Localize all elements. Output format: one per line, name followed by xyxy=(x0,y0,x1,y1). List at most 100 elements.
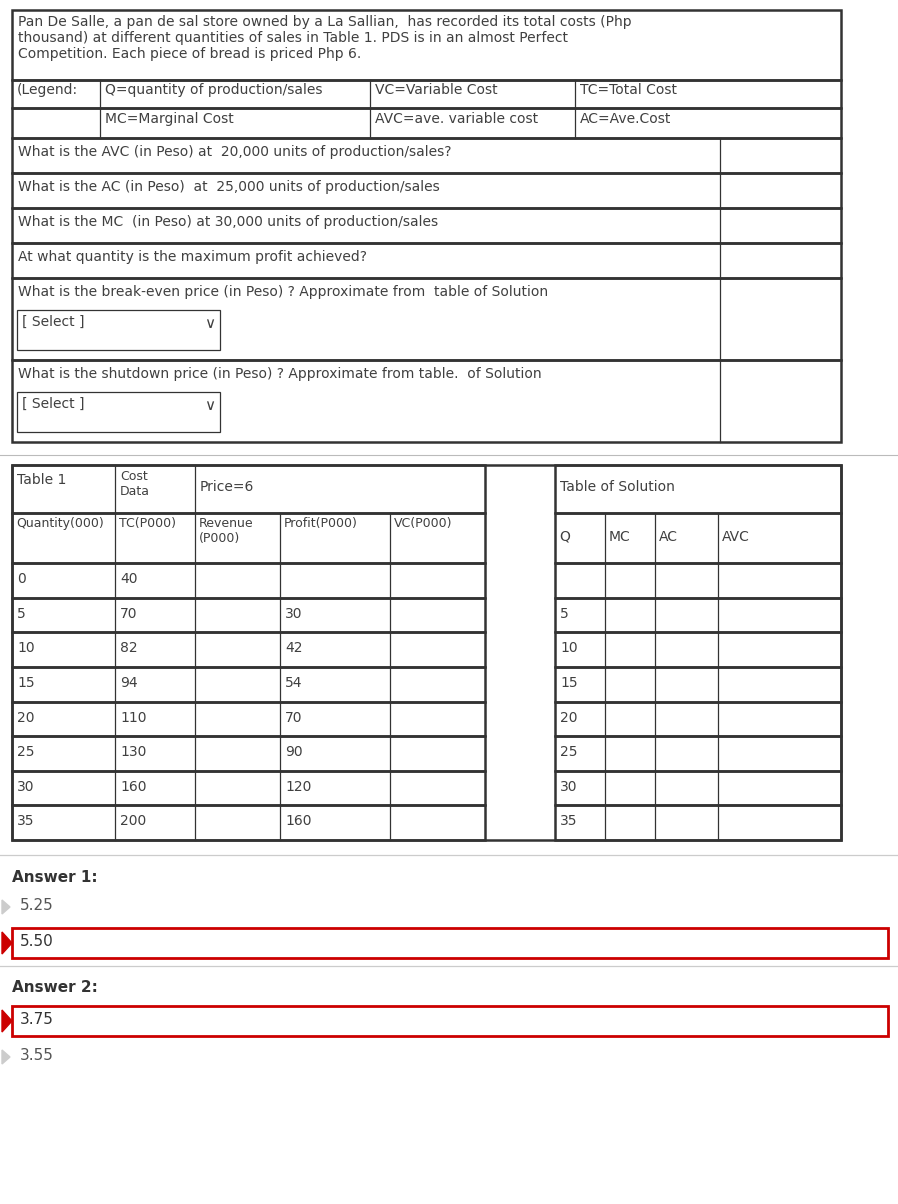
Text: 200: 200 xyxy=(120,814,146,828)
Text: 30: 30 xyxy=(560,780,577,793)
Bar xyxy=(555,513,841,563)
Bar xyxy=(12,702,485,736)
Text: 70: 70 xyxy=(285,710,303,725)
Text: At what quantity is the maximum profit achieved?: At what quantity is the maximum profit a… xyxy=(18,250,367,264)
Text: 35: 35 xyxy=(17,814,34,828)
Bar xyxy=(12,805,485,840)
Bar xyxy=(555,736,841,771)
Text: 30: 30 xyxy=(17,780,34,793)
Bar xyxy=(555,632,841,667)
Bar xyxy=(555,771,841,805)
Bar xyxy=(12,563,485,597)
Text: Answer 1:: Answer 1: xyxy=(12,870,98,885)
Text: Cost
Data: Cost Data xyxy=(120,470,150,498)
Text: ∨: ∨ xyxy=(205,317,216,331)
Text: [ Select ]: [ Select ] xyxy=(22,397,84,411)
Text: MC: MC xyxy=(609,530,630,544)
Text: Table 1: Table 1 xyxy=(17,473,66,486)
Text: 10: 10 xyxy=(17,642,35,655)
Bar xyxy=(12,138,841,173)
Text: AVC: AVC xyxy=(722,530,750,544)
Text: What is the shutdown price (in Peso) ? Approximate from table.  of Solution: What is the shutdown price (in Peso) ? A… xyxy=(18,367,541,380)
Polygon shape xyxy=(2,932,12,954)
Text: Revenue
(P000): Revenue (P000) xyxy=(199,517,253,545)
Bar xyxy=(555,702,841,736)
Text: 20: 20 xyxy=(17,710,34,725)
Text: Q=quantity of production/sales: Q=quantity of production/sales xyxy=(105,83,322,98)
Bar xyxy=(17,393,220,432)
Text: 35: 35 xyxy=(560,814,577,828)
Text: 30: 30 xyxy=(285,607,303,620)
Bar xyxy=(12,208,841,243)
Bar xyxy=(12,597,485,632)
Text: VC(P000): VC(P000) xyxy=(394,517,453,530)
Text: 25: 25 xyxy=(17,745,34,760)
Text: 0: 0 xyxy=(17,572,26,586)
Text: 160: 160 xyxy=(120,780,146,793)
Text: TC=Total Cost: TC=Total Cost xyxy=(580,83,677,98)
Text: 5.25: 5.25 xyxy=(20,898,54,913)
Text: 90: 90 xyxy=(285,745,303,760)
Bar xyxy=(12,513,485,563)
Text: Price=6: Price=6 xyxy=(200,480,254,494)
Bar xyxy=(555,597,841,632)
Text: AVC=ave. variable cost: AVC=ave. variable cost xyxy=(375,112,538,126)
Text: AC: AC xyxy=(659,530,678,544)
Text: 40: 40 xyxy=(120,572,137,586)
Bar xyxy=(555,563,841,597)
Text: 160: 160 xyxy=(285,814,312,828)
Text: AC=Ave.Cost: AC=Ave.Cost xyxy=(580,112,672,126)
Text: 120: 120 xyxy=(285,780,312,793)
Bar xyxy=(12,465,485,513)
Bar xyxy=(12,1007,888,1035)
Bar xyxy=(12,632,485,667)
Text: TC(P000): TC(P000) xyxy=(119,517,176,530)
Bar xyxy=(12,360,841,442)
Text: (Legend:: (Legend: xyxy=(17,83,78,98)
Bar xyxy=(555,667,841,702)
Text: 3.75: 3.75 xyxy=(20,1013,54,1027)
Bar xyxy=(12,243,841,278)
Text: 25: 25 xyxy=(560,745,577,760)
Text: 70: 70 xyxy=(120,607,137,620)
Text: 42: 42 xyxy=(285,642,303,655)
Text: What is the AVC (in Peso) at  20,000 units of production/sales?: What is the AVC (in Peso) at 20,000 unit… xyxy=(18,144,452,159)
Text: 82: 82 xyxy=(120,642,137,655)
Text: What is the break-even price (in Peso) ? Approximate from  table of Solution: What is the break-even price (in Peso) ?… xyxy=(18,285,548,299)
Bar xyxy=(12,465,841,840)
Bar xyxy=(12,173,841,208)
Bar xyxy=(12,108,841,138)
Bar xyxy=(555,805,841,840)
Text: Q: Q xyxy=(559,530,570,544)
Text: 5.50: 5.50 xyxy=(20,934,54,949)
Text: 15: 15 xyxy=(17,675,35,690)
Text: 10: 10 xyxy=(560,642,577,655)
Text: 5: 5 xyxy=(560,607,568,620)
Bar xyxy=(12,928,888,958)
Bar xyxy=(12,79,841,108)
Bar xyxy=(12,10,841,79)
Text: MC=Marginal Cost: MC=Marginal Cost xyxy=(105,112,233,126)
Text: Table of Solution: Table of Solution xyxy=(560,480,675,494)
Polygon shape xyxy=(2,901,10,914)
Text: Quantity(000): Quantity(000) xyxy=(16,517,104,530)
Text: What is the AC (in Peso)  at  25,000 units of production/sales: What is the AC (in Peso) at 25,000 units… xyxy=(18,181,440,194)
Polygon shape xyxy=(2,1050,10,1064)
Text: Answer 2:: Answer 2: xyxy=(12,980,98,995)
Text: 110: 110 xyxy=(120,710,146,725)
Bar xyxy=(12,667,485,702)
Bar xyxy=(12,736,485,771)
Text: ∨: ∨ xyxy=(205,399,216,413)
Text: [ Select ]: [ Select ] xyxy=(22,315,84,329)
Bar xyxy=(12,278,841,360)
Text: 20: 20 xyxy=(560,710,577,725)
Text: VC=Variable Cost: VC=Variable Cost xyxy=(375,83,497,98)
Text: Profit(P000): Profit(P000) xyxy=(284,517,358,530)
Text: Pan De Salle, a pan de sal store owned by a La Sallian,  has recorded its total : Pan De Salle, a pan de sal store owned b… xyxy=(18,14,631,61)
Text: 3.55: 3.55 xyxy=(20,1047,54,1063)
Text: 54: 54 xyxy=(285,675,303,690)
Text: 5: 5 xyxy=(17,607,26,620)
Bar xyxy=(12,771,485,805)
Text: What is the MC  (in Peso) at 30,000 units of production/sales: What is the MC (in Peso) at 30,000 units… xyxy=(18,216,438,229)
Bar xyxy=(555,465,841,513)
